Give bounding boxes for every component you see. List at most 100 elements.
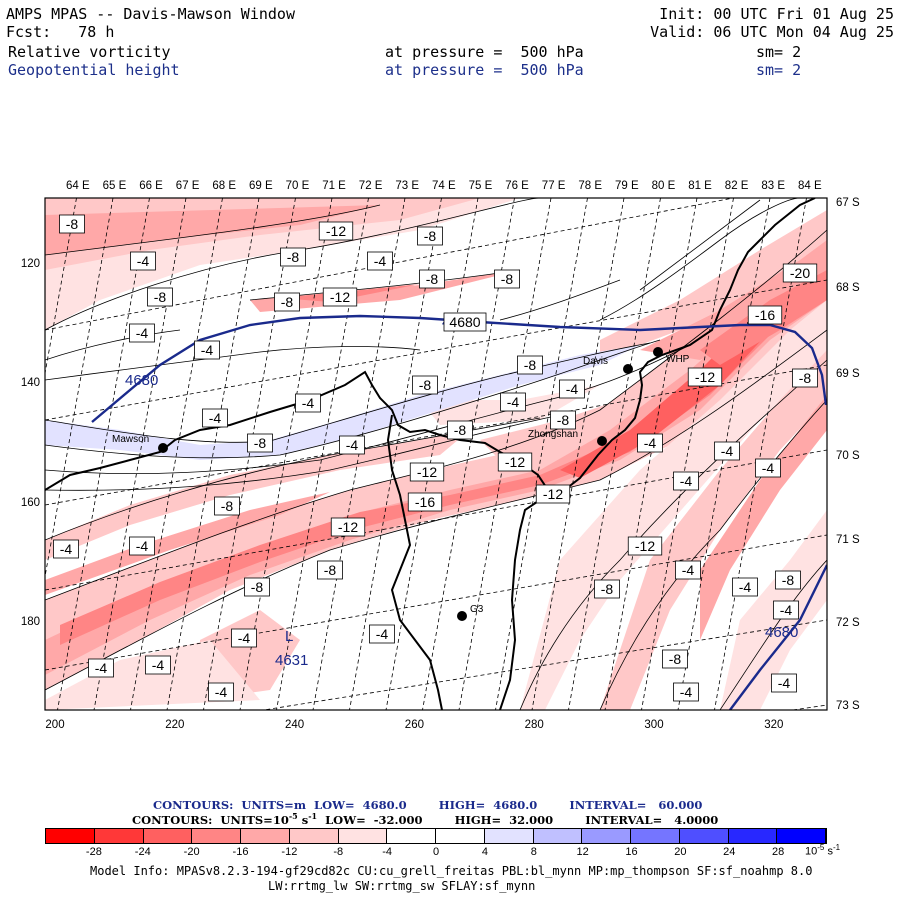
vorticity-label-box [231, 628, 257, 648]
x-axis-label: 300 [644, 719, 663, 731]
colorbar-unit: 10-5 s-1 [805, 843, 840, 858]
vorticity-label: -8 [447, 420, 473, 440]
vorticity-label-box [627, 536, 663, 556]
colorbar-swatch [338, 829, 388, 843]
vorticity-label-box [771, 673, 797, 693]
x-axis-label: 240 [285, 719, 304, 731]
vorticity-label: -4 [675, 560, 701, 580]
latitude-label: 68 S [836, 282, 860, 294]
field2-smooth: sm= 2 [756, 61, 802, 79]
station-dot-g3[interactable] [457, 611, 467, 621]
vorticity-label-box [244, 577, 270, 597]
vorticity-label: -12 [535, 484, 571, 504]
vorticity-label-text: -4 [376, 626, 389, 642]
y-axis-label: 140 [21, 377, 40, 389]
meridian-line [385, 198, 479, 710]
vort-info-e: LOW= -32.000 HIGH= 32.000 INTERVAL= 4.00… [317, 812, 719, 827]
vorticity-label-text: -20 [790, 265, 810, 281]
longitude-label: 76 E [505, 180, 529, 192]
longitude-label: 67 E [176, 180, 200, 192]
vorticity-label-text: -4 [152, 657, 165, 673]
vorticity-label-text: -12 [505, 454, 525, 470]
vorticity-label: -4 [295, 393, 321, 413]
colorbar-swatch [631, 829, 680, 843]
vorticity-label-box [732, 577, 758, 597]
meridian-line [57, 198, 150, 710]
vorticity-label: -8 [244, 577, 270, 597]
vorticity-label-text: -4 [739, 579, 752, 595]
vorticity-label-box [88, 658, 114, 678]
vorticity-label: -12 [322, 287, 358, 307]
latitude-label: 71 S [836, 534, 860, 546]
vorticity-label-text: -12 [417, 464, 437, 480]
vorticity-label: -8 [317, 560, 343, 580]
vorticity-label-box [500, 392, 526, 412]
meridian-line [45, 198, 77, 376]
vorticity-label-text: -4 [60, 541, 73, 557]
longitude-label: 64 E [66, 180, 90, 192]
vorticity-labels: -8 -12 -8 -4 -8 -4 -8 -8 -8 -12 -8 -4 4680 -4 -4 -4 -8 -8… [53, 214, 818, 702]
vorticity-label-text: -4 [566, 381, 579, 397]
x-axis-label: 200 [45, 719, 64, 731]
vorticity-label-box [322, 287, 358, 307]
vorticity-label: -8 [59, 214, 85, 234]
longitude-label: 77 E [542, 180, 566, 192]
vorticity-label: -8 [662, 649, 688, 669]
station-label-davis: Davis [583, 356, 608, 367]
vorticity-label: -4 [773, 600, 799, 620]
vorticity-label: -4 [339, 435, 365, 455]
vorticity-label-box [662, 649, 688, 669]
vorticity-label-text: -8 [424, 228, 437, 244]
vorticity-label-box [675, 560, 701, 580]
vorticity-label-text: -8 [601, 581, 614, 597]
longitude-label: 65 E [103, 180, 127, 192]
vorticity-label-text: -4 [680, 473, 693, 489]
vorticity-label: -8 [412, 375, 438, 395]
colorbar-tick-label: -12 [281, 846, 298, 858]
station-dot-davis[interactable] [623, 364, 633, 374]
vorticity-label-box [129, 536, 155, 556]
longitude-label: 79 E [615, 180, 639, 192]
vorticity-label-text: -8 [251, 579, 264, 595]
colorbar [45, 828, 827, 844]
vorticity-label-text: -4 [680, 684, 693, 700]
map-frame [44, 197, 828, 711]
vorticity-label-text: -8 [799, 370, 812, 386]
vorticity-label-box [318, 221, 354, 241]
vorticity-label-text: -8 [287, 249, 300, 265]
station-dot-whp[interactable] [653, 347, 663, 357]
station-dot-mawson[interactable] [158, 443, 168, 453]
vorticity-label: -4 [732, 577, 758, 597]
init-time: Init: 00 UTC Fri 01 Aug 25 [659, 5, 894, 23]
vorticity-label-box [409, 462, 445, 482]
vorticity-label: -8 [419, 269, 445, 289]
vorticity-label: -4 [367, 251, 393, 271]
model-info-line1: Model Info: MPASv8.2.3-194-gf29cd82c CU:… [90, 864, 813, 878]
vorticity-label-text: -8 [66, 216, 79, 232]
vorticity-label: -4 [194, 340, 220, 360]
vort-info-b: -5 [288, 811, 298, 821]
station-label-whp: WHP [666, 354, 690, 365]
colorbar-tick-label: 8 [530, 846, 537, 858]
colorbar-tick-label: -4 [382, 846, 393, 858]
vorticity-label: -4 [145, 655, 171, 675]
field2-name: Geopotential height [8, 61, 180, 79]
vorticity-label-text: -4 [238, 630, 251, 646]
colorbar-swatch [728, 829, 778, 843]
vorticity-label-text: -8 [419, 377, 432, 393]
vorticity-label: -8 [417, 226, 443, 246]
geopotential-contours [91, 314, 827, 710]
vorticity-label-box [792, 368, 818, 388]
vorticity-label: -4 [129, 536, 155, 556]
vorticity-label-text: 4680 [449, 314, 480, 330]
station-dot-zhongshan[interactable] [597, 436, 607, 446]
height-label: 4680 [125, 372, 158, 389]
cb-unit-exp: -5 [817, 843, 825, 852]
vorticity-label-box [59, 214, 85, 234]
colorbar-swatch [582, 829, 631, 843]
longitude-label: 84 E [798, 180, 822, 192]
vorticity-label: -12 [497, 452, 533, 472]
colorbar-swatch [484, 829, 534, 843]
colorbar-swatch [533, 829, 583, 843]
vorticity-label: -12 [318, 221, 354, 241]
